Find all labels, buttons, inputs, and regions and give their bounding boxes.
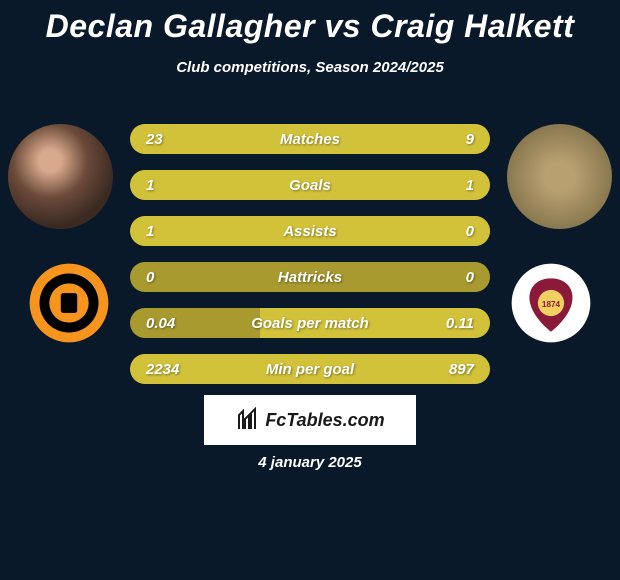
stat-row: 1 Assists 0	[130, 216, 490, 246]
stat-value-right: 9	[418, 131, 490, 148]
club-left-badge	[28, 262, 110, 344]
club-right-badge: 1874	[510, 262, 592, 344]
stat-label: Goals	[202, 177, 418, 194]
stat-value-left: 1	[130, 177, 202, 194]
stat-value-left: 23	[130, 131, 202, 148]
source-logo-text: FcTables.com	[265, 410, 384, 431]
comparison-date: 4 january 2025	[0, 454, 620, 471]
source-logo: FcTables.com	[204, 395, 416, 445]
stat-row: 2234 Min per goal 897	[130, 354, 490, 384]
stats-table: 23 Matches 9 1 Goals 1 1 Assists 0 0 Hat…	[130, 124, 490, 400]
comparison-subtitle: Club competitions, Season 2024/2025	[0, 59, 620, 76]
stat-value-right: 897	[418, 361, 490, 378]
comparison-title: Declan Gallagher vs Craig Halkett	[0, 0, 620, 45]
stat-value-left: 1	[130, 223, 202, 240]
stat-label: Assists	[202, 223, 418, 240]
stat-row: 1 Goals 1	[130, 170, 490, 200]
stat-value-right: 0	[418, 223, 490, 240]
stat-row: 0 Hattricks 0	[130, 262, 490, 292]
stat-value-left: 0	[130, 269, 202, 286]
player-left-avatar	[8, 124, 113, 229]
player-right-avatar	[507, 124, 612, 229]
stat-row: 0.04 Goals per match 0.11	[130, 308, 490, 338]
stat-value-right: 1	[418, 177, 490, 194]
stat-label: Matches	[202, 131, 418, 148]
stat-label: Hattricks	[202, 269, 418, 286]
stat-label: Goals per match	[202, 315, 418, 332]
stat-label: Min per goal	[202, 361, 418, 378]
stat-value-left: 2234	[130, 361, 202, 378]
stat-value-right: 0	[418, 269, 490, 286]
stat-value-left: 0.04	[130, 315, 202, 332]
stat-row: 23 Matches 9	[130, 124, 490, 154]
svg-text:1874: 1874	[542, 300, 561, 309]
stat-value-right: 0.11	[418, 315, 490, 332]
